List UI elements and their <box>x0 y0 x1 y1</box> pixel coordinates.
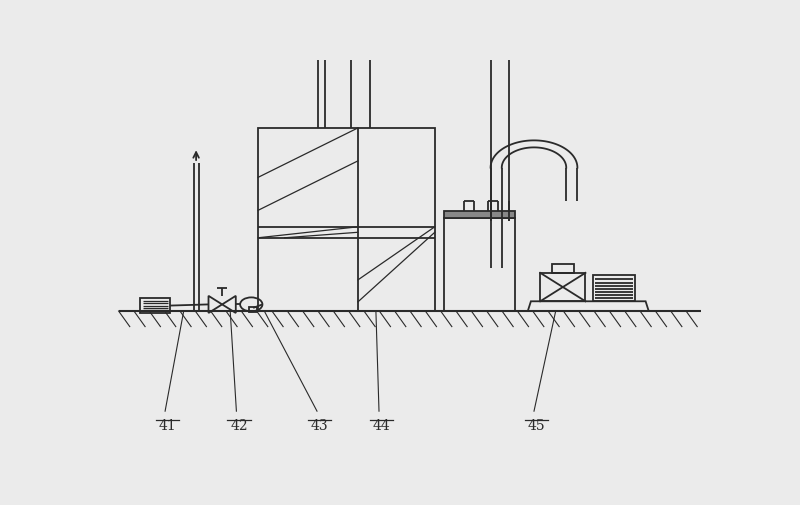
Bar <box>540 273 586 301</box>
Bar <box>593 275 635 301</box>
Bar <box>140 298 170 313</box>
Bar <box>249 308 257 313</box>
Text: 45: 45 <box>528 418 546 432</box>
Text: 44: 44 <box>373 418 390 432</box>
Bar <box>444 218 515 312</box>
Text: 43: 43 <box>310 418 329 432</box>
Bar <box>551 265 574 273</box>
Bar <box>258 129 435 312</box>
Text: 41: 41 <box>159 418 177 432</box>
Text: 42: 42 <box>230 418 248 432</box>
Bar <box>444 211 515 218</box>
